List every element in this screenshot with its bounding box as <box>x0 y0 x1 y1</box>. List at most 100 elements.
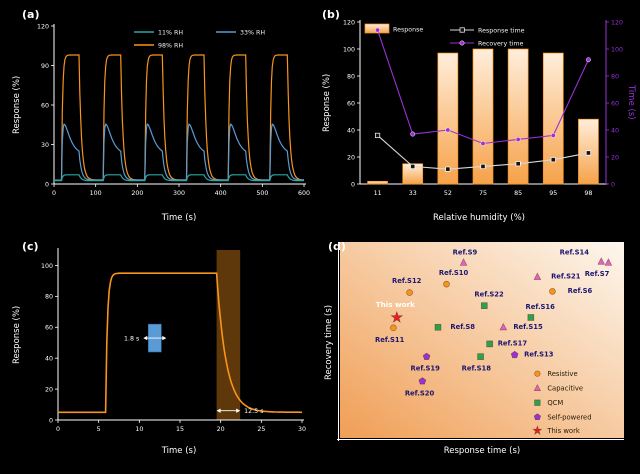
recovery-band <box>216 250 241 420</box>
line-marker <box>515 137 521 142</box>
scatter-point-label: Ref.S20 <box>405 390 435 398</box>
scatter-point-label: Ref.S22 <box>474 291 504 299</box>
y-tick-label: 0 <box>49 417 53 424</box>
x-tick-label: 25 <box>257 426 265 433</box>
legend-label: QCM <box>547 399 563 407</box>
y-tick-label: 120 <box>343 19 355 26</box>
line-marker <box>585 57 591 63</box>
y-tick-label: 30 <box>41 142 49 149</box>
scatter-point-label: Ref.S12 <box>392 277 422 285</box>
pentagon-marker <box>418 377 427 385</box>
right-y-tick-label: 0 <box>611 181 615 188</box>
y-tick-label: 20 <box>347 154 355 161</box>
circle-marker <box>406 289 413 296</box>
y-tick-label: 40 <box>45 355 53 362</box>
panel-c-tag: (c) <box>22 240 39 253</box>
pentagon-marker <box>533 413 541 420</box>
y-tick-label: 40 <box>347 127 355 134</box>
y-tick-label: 120 <box>37 23 49 30</box>
y-tick-label: 20 <box>45 386 53 393</box>
arrow-head <box>216 408 221 413</box>
scatter-point-label: Ref.S14 <box>560 248 590 256</box>
legend-label: Self-powered <box>547 413 591 421</box>
scatter-point-label: Ref.S8 <box>450 323 475 331</box>
y-tick-label: 90 <box>41 63 49 70</box>
recovery-time-label: 12.5 s <box>244 408 263 415</box>
star-marker <box>532 425 543 435</box>
legend-label: 11% RH <box>158 29 183 36</box>
x-tick-label: 85 <box>514 190 522 197</box>
scatter-point-label: Ref.S6 <box>568 287 593 295</box>
response-time-label: 1.8 s <box>124 335 139 342</box>
scatter-background <box>340 242 624 438</box>
line-marker <box>480 163 486 170</box>
circle-marker <box>443 280 450 288</box>
scatter-point-label: Ref.S10 <box>439 269 469 277</box>
scatter-point-label: Ref.S21 <box>551 273 581 281</box>
scatter-point-label: This work <box>376 300 415 309</box>
line-marker <box>585 150 591 156</box>
right-y-tick-label: 80 <box>611 73 619 80</box>
legend-label: 33% RH <box>240 29 265 36</box>
right-y-tick-label: 100 <box>611 46 623 53</box>
legend-label: Recovery time <box>478 40 524 47</box>
circle-marker <box>534 370 541 377</box>
panel-d-tag: (d) <box>328 240 346 253</box>
legend-label: Capacitive <box>547 385 583 393</box>
scatter-point-label: Ref.S11 <box>375 336 405 344</box>
circle-marker <box>549 288 556 295</box>
panel-a-tag: (a) <box>22 8 40 21</box>
star-marker <box>390 310 404 323</box>
legend-label: Resistive <box>547 370 577 378</box>
legend-label: 98% RH <box>158 42 183 49</box>
x-tick-label: 11 <box>374 190 382 197</box>
legend-label: This work <box>546 427 580 435</box>
line-marker <box>410 163 416 170</box>
panel-c-y-axis-label: Response (%) <box>12 305 22 364</box>
x-tick-label: 100 <box>90 190 102 197</box>
triangle-marker <box>499 322 508 331</box>
right-y-tick-label: 20 <box>611 154 619 161</box>
response-curve <box>58 272 302 414</box>
panel-b-chart: 0 20 40 60 80 100 120 0 20 40 60 80 100 120 11 33 52 75 85… <box>343 19 623 197</box>
y-tick-label: 60 <box>45 325 53 332</box>
panel-b-tag: (b) <box>322 8 340 21</box>
scatter-point-label: Ref.S18 <box>462 365 492 373</box>
panel-b-left-y-axis-label: Response (%) <box>322 73 332 132</box>
x-tick-label: 20 <box>217 426 225 433</box>
x-tick-label: 500 <box>256 190 268 197</box>
y-tick-label: 0 <box>45 181 49 188</box>
triangle-marker <box>597 257 606 265</box>
line-marker <box>480 141 486 146</box>
scatter-point-label: Ref.S7 <box>585 270 610 278</box>
circle-marker <box>390 324 397 332</box>
x-tick-label: 95 <box>549 190 557 197</box>
line-marker <box>550 157 556 163</box>
bar-legend-label: Response <box>393 27 423 34</box>
scatter-point-label: Ref.S19 <box>411 365 441 373</box>
panel-d-x-axis-label: Response time (s) <box>443 446 521 456</box>
panel-c-chart: 0 5 10 15 20 25 30 0 20 40 60 80 100 1.8 s 12.5 s <box>41 248 306 433</box>
x-tick-label: 300 <box>173 190 185 197</box>
line-marker <box>375 27 381 33</box>
bar <box>472 48 494 185</box>
y-tick-label: 100 <box>41 263 53 270</box>
right-y-tick-label: 60 <box>611 100 619 107</box>
y-tick-label: 60 <box>347 100 355 107</box>
square-marker <box>534 399 541 406</box>
x-tick-label: 52 <box>444 190 452 197</box>
panel-a-x-axis-label: Time (s) <box>161 213 197 223</box>
arrow-head <box>236 408 241 413</box>
bar <box>402 163 424 185</box>
x-tick-label: 98 <box>584 190 592 197</box>
scatter-point-label: Ref.S16 <box>526 303 556 311</box>
y-tick-label: 100 <box>343 46 355 53</box>
y-tick-label: 80 <box>45 294 53 301</box>
square-marker <box>480 302 488 309</box>
x-tick-label: 30 <box>298 426 306 433</box>
y-tick-label: 0 <box>351 181 355 188</box>
scatter-point-label: Ref.S15 <box>513 323 543 331</box>
line-marker <box>410 131 416 137</box>
x-tick-label: 33 <box>409 190 417 197</box>
